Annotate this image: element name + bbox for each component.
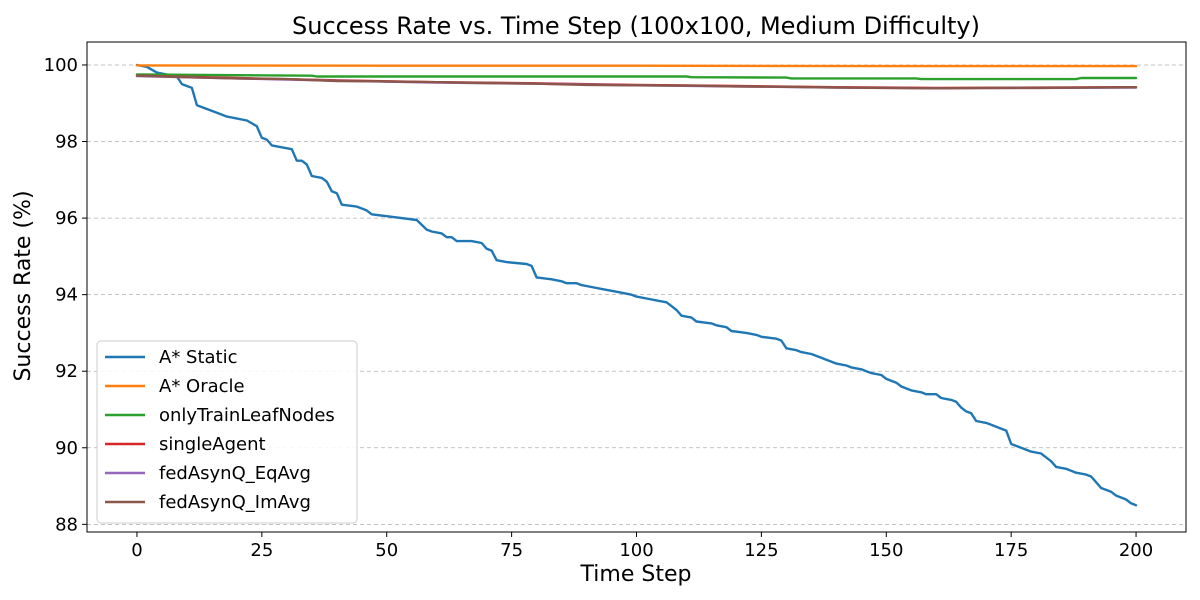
x-tick-label: 50 [375, 540, 398, 561]
y-tick-label: 96 [55, 208, 78, 229]
legend-label-singleagent: singleAgent [159, 434, 266, 455]
series-line-fedasynq-imavg [135, 74, 1138, 90]
x-tick-label: 125 [744, 540, 778, 561]
x-tick-label: 200 [1119, 540, 1153, 561]
y-tick-label: 90 [55, 438, 78, 459]
chart-title: Success Rate vs. Time Step (100x100, Med… [292, 12, 980, 40]
series-line-onlytrainleafnodes [135, 73, 1138, 81]
y-tick-label: 98 [55, 132, 78, 153]
y-axis-title: Success Rate (%) [11, 190, 36, 381]
legend-label-fedasynq-imavg: fedAsynQ_ImAvg [159, 492, 311, 513]
y-tick-label: 100 [44, 55, 78, 76]
x-tick-label: 175 [994, 540, 1028, 561]
legend-label-a-oracle: A* Oracle [159, 376, 245, 397]
x-axis-title: Time Step [580, 562, 692, 587]
legend-label-a-static: A* Static [159, 347, 238, 368]
legend: A* Static A* Oracle onlyTrainLeafNodes sing… [96, 340, 358, 524]
y-tick-label: 92 [55, 361, 78, 382]
axis-ticks: 88 90 92 94 96 98 100 0 25 50 75 100 125 150 175 200 [44, 55, 1154, 561]
series-line-a-oracle [135, 64, 1138, 68]
legend-label-onlytrainleafnodes: onlyTrainLeafNodes [159, 405, 335, 426]
x-tick-label: 150 [869, 540, 903, 561]
plot-lines [135, 63, 1138, 507]
series-line-a-static [135, 63, 1138, 507]
x-tick-label: 0 [131, 540, 142, 561]
x-tick-label: 100 [619, 540, 653, 561]
legend-label-fedasynq-eqavg: fedAsynQ_EqAvg [159, 463, 311, 484]
x-tick-label: 75 [500, 540, 523, 561]
y-tick-label: 88 [55, 514, 78, 535]
y-tick-label: 94 [55, 285, 78, 306]
legend-box [96, 340, 358, 524]
x-tick-label: 25 [250, 540, 273, 561]
